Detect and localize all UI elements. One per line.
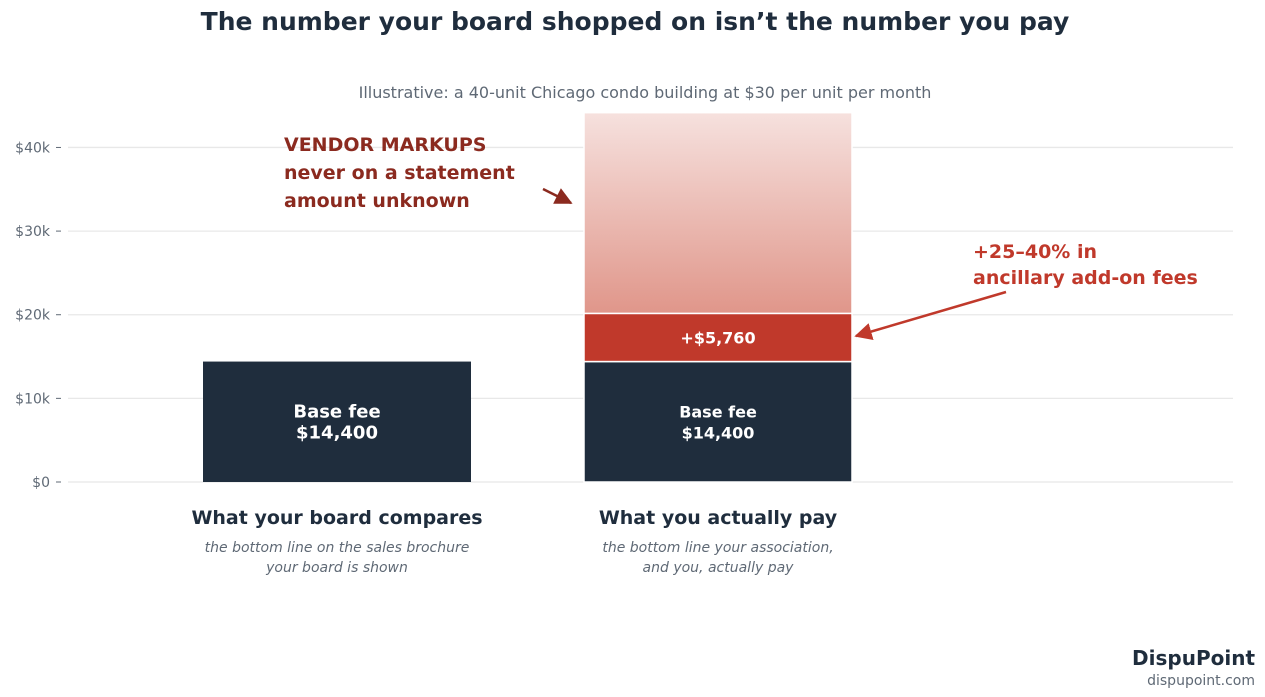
annotation-vendor-markups: VENDOR MARKUPS — [284, 134, 486, 156]
bar-base-fee — [203, 361, 471, 482]
y-tick-label: $0 — [32, 475, 50, 491]
y-tick-label: $20k — [15, 308, 51, 324]
annotation-arrow — [854, 290, 1007, 340]
bar-value-label: Base fee — [293, 401, 380, 422]
y-tick-label: $40k — [15, 140, 51, 156]
y-tick-label: $10k — [15, 391, 51, 407]
category-sublabel: and you, actually pay — [643, 560, 795, 576]
y-tick-label: $30k — [15, 224, 51, 240]
brand-url: dispupoint.com — [1147, 673, 1255, 689]
category-sublabel: your board is shown — [265, 560, 408, 576]
bar-base-fee — [583, 360, 853, 483]
annotation-add-on-fees: +25–40% in — [973, 241, 1097, 263]
category-label: What you actually pay — [599, 507, 838, 529]
annotation-vendor-markups: amount unknown — [284, 190, 470, 212]
bar-value-label: Base fee — [679, 402, 757, 421]
bar-value-label: $14,400 — [682, 423, 755, 442]
chart-subtitle: Illustrative: a 40-unit Chicago condo bu… — [359, 83, 932, 102]
category-label: What your board compares — [191, 507, 482, 529]
category-sublabel: the bottom line your association, — [602, 540, 833, 556]
annotation-add-on-fees: ancillary add-on fees — [973, 267, 1198, 289]
annotation-arrow — [542, 187, 573, 205]
brand-name: DispuPoint — [1132, 646, 1255, 670]
category-sublabel: the bottom line on the sales brochure — [205, 540, 470, 556]
chart-title: The number your board shopped on isn’t t… — [201, 7, 1070, 36]
annotation-vendor-markups: never on a statement — [284, 162, 515, 184]
bar-value-label: +$5,760 — [680, 328, 755, 347]
bar-add-on-fees — [583, 312, 853, 363]
bar-value-label: $14,400 — [296, 422, 378, 443]
bar-vendor-markups — [583, 111, 853, 315]
